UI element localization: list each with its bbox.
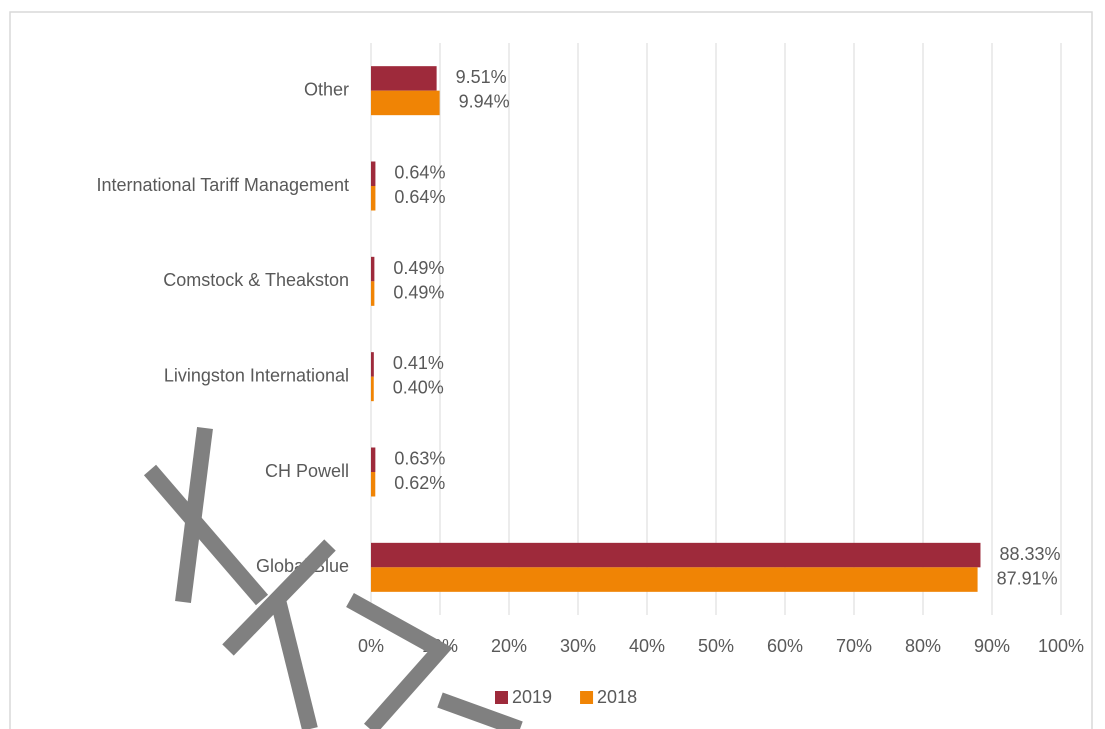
plot-area: 0% 10% 20% 30% 40% 50% 60% 70% 80% 90% 100%Other9.…	[97, 43, 1084, 656]
watermark-stroke	[222, 539, 336, 656]
data-label: 0.41%	[393, 353, 444, 373]
bar	[371, 567, 978, 592]
y-tick-label: International Tariff Management	[97, 175, 350, 195]
x-tick-label: 90%	[974, 636, 1010, 656]
bar	[371, 352, 374, 377]
x-tick-label: 40%	[629, 636, 665, 656]
bar	[371, 161, 376, 186]
watermark-stroke	[270, 598, 318, 729]
legend-label: 2018	[597, 687, 637, 707]
x-tick-label: 50%	[698, 636, 734, 656]
bar	[371, 281, 375, 306]
watermark	[143, 426, 523, 729]
data-label: 0.63%	[394, 449, 445, 469]
y-tick-label: Livingston International	[164, 365, 349, 385]
data-label: 9.94%	[459, 92, 510, 112]
y-tick-label: Other	[304, 79, 349, 99]
bar	[371, 90, 440, 116]
data-label: 0.62%	[394, 473, 445, 493]
data-label: 0.49%	[393, 282, 444, 302]
watermark-stroke	[143, 464, 269, 606]
watermark-stroke	[437, 692, 523, 729]
data-label: 87.91%	[997, 568, 1058, 588]
bar	[371, 66, 437, 91]
bar	[371, 542, 981, 568]
y-tick-label: CH Powell	[265, 461, 349, 481]
bar	[371, 447, 376, 472]
chart-frame	[9, 11, 1093, 729]
data-label: 88.33%	[999, 544, 1060, 564]
y-tick-label: Comstock & Theakston	[163, 270, 349, 290]
x-tick-label: 60%	[767, 636, 803, 656]
x-tick-label: 80%	[905, 636, 941, 656]
data-label: 0.64%	[394, 163, 445, 183]
watermark-stroke	[346, 593, 453, 729]
data-label: 0.40%	[393, 378, 444, 398]
bar	[371, 186, 376, 211]
x-tick-label: 70%	[836, 636, 872, 656]
legend-swatch	[580, 691, 594, 704]
x-tick-label: 0%	[358, 636, 384, 656]
legend-swatch	[495, 691, 508, 704]
x-tick-label: 100%	[1038, 636, 1084, 656]
bar	[371, 472, 376, 497]
x-tick-label: 30%	[560, 636, 596, 656]
x-tick-label: 20%	[491, 636, 527, 656]
data-label: 9.51%	[456, 67, 507, 87]
bar	[371, 256, 375, 282]
bar	[371, 376, 374, 402]
legend-label: 2019	[512, 687, 552, 707]
data-label: 0.49%	[393, 258, 444, 278]
data-label: 0.64%	[394, 187, 445, 207]
